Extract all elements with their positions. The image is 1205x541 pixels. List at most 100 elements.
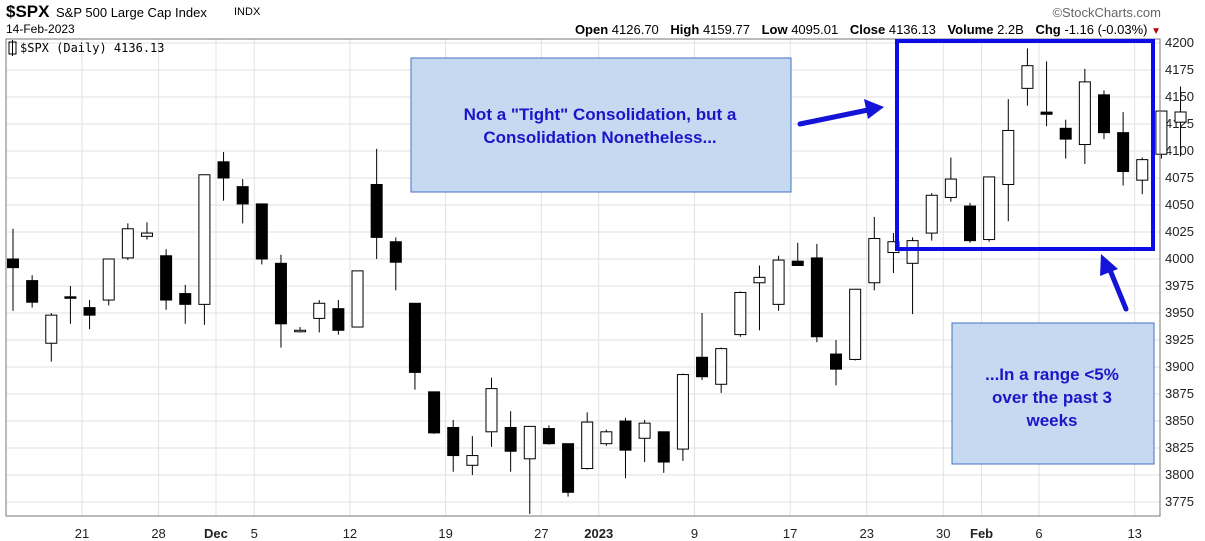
candle-body (121, 228, 134, 259)
candle (715, 347, 728, 393)
candle-body (1174, 111, 1187, 123)
candle (925, 193, 938, 241)
chart-date: 14-Feb-2023 (6, 22, 75, 36)
candle-body (466, 455, 479, 466)
candle (45, 313, 58, 362)
arrow-2-head (1100, 254, 1118, 276)
candle (236, 179, 249, 224)
arrow-1 (797, 99, 884, 127)
x-tick-label: 27 (534, 526, 548, 541)
candle-body (772, 259, 785, 305)
candle-body (542, 428, 555, 445)
candle-body (26, 280, 39, 303)
y-tick-label: 3950 (1165, 305, 1194, 320)
candle (217, 152, 230, 201)
candle (849, 288, 862, 361)
candle-body (294, 329, 307, 333)
candle-body (7, 258, 19, 269)
y-tick-label: 4000 (1165, 251, 1194, 266)
candle (466, 436, 479, 475)
annotation-box-2 (951, 322, 1155, 465)
y-tick-label: 4200 (1165, 35, 1194, 50)
x-tick-label: 21 (75, 526, 89, 541)
x-tick-label: 19 (438, 526, 452, 541)
candle-body (696, 356, 709, 378)
candle (638, 419, 651, 463)
candle-body (198, 174, 211, 305)
x-tick-label: 23 (859, 526, 873, 541)
candle-body (313, 302, 326, 319)
candle (255, 203, 268, 265)
candle (810, 243, 823, 343)
candle-body (1078, 81, 1091, 146)
legend-text: $SPX (Daily) 4136.13 (20, 41, 165, 55)
candle-series (7, 48, 1187, 514)
candle (676, 373, 689, 461)
candle-body (715, 348, 728, 385)
candle (7, 228, 19, 311)
candle-body (1097, 94, 1110, 134)
candle-body (370, 183, 383, 238)
candle-body (1021, 65, 1034, 89)
candle (1002, 99, 1015, 222)
x-tick-label: 6 (1035, 526, 1042, 541)
candle-body (447, 426, 460, 457)
candle (83, 300, 96, 330)
candle (389, 237, 402, 291)
candle (294, 327, 307, 333)
ticker-symbol: $SPX (6, 2, 50, 21)
candle-body (523, 425, 536, 460)
open-value: 4126.70 (611, 22, 659, 37)
candle (753, 265, 766, 331)
candle-body (868, 237, 881, 284)
candle (102, 258, 115, 306)
candle-body (83, 307, 96, 316)
candle-body (581, 421, 594, 470)
candle (1021, 48, 1034, 106)
candle-body (160, 255, 173, 301)
ohlc-readout: Open 4126.70 High 4159.77 Low 4095.01 Cl… (575, 22, 1161, 37)
arrow-1-shaft (797, 107, 871, 127)
y-tick-label: 4075 (1165, 170, 1194, 185)
candle (121, 223, 134, 261)
x-tick-label: Feb (970, 526, 993, 541)
y-tick-label: 3925 (1165, 332, 1194, 347)
candle (332, 300, 345, 335)
index-name: S&P 500 Large Cap Index (56, 5, 207, 20)
candle (657, 431, 670, 473)
candle (1117, 112, 1130, 186)
candle (140, 222, 153, 240)
candle (408, 302, 421, 390)
arrow-2-shaft (1107, 267, 1129, 312)
low-value: 4095.01 (791, 22, 839, 37)
y-tick-label: 3800 (1165, 467, 1194, 482)
candle (734, 291, 747, 337)
y-tick-label: 4175 (1165, 62, 1194, 77)
candle (26, 275, 39, 308)
high-label: High (670, 22, 700, 37)
volume-label: Volume (947, 22, 994, 37)
candle (944, 157, 957, 202)
candle-body (1136, 159, 1149, 181)
candle-body (600, 431, 613, 445)
candle-body (734, 291, 747, 336)
candle-body (791, 260, 804, 266)
annotation-2-line-3: weeks (1025, 411, 1077, 430)
brand-watermark: ©StockCharts.com (1052, 5, 1161, 20)
x-axis-labels: 21 28 Dec 5 12 19 27 2023 9 17 23 30 Feb 6 13 (75, 526, 1142, 541)
candle (523, 425, 536, 514)
annotation-1-line-2: Consolidation Nonetheless... (483, 128, 716, 147)
arrow-2 (1100, 254, 1129, 312)
candle (1078, 68, 1091, 164)
candle-body (428, 391, 441, 434)
candle-body (274, 262, 287, 325)
candle (447, 419, 460, 472)
close-label: Close (849, 22, 886, 37)
candle-body (64, 296, 77, 299)
candle (696, 313, 709, 380)
candle-body (236, 186, 249, 205)
annotation-1-line-1: Not a "Tight" Consolidation, but a (464, 105, 737, 124)
y-tick-label: 4025 (1165, 224, 1194, 239)
candle (868, 216, 881, 291)
candle (562, 443, 575, 497)
